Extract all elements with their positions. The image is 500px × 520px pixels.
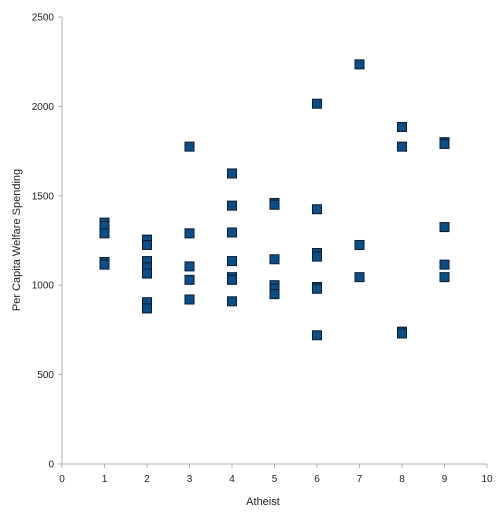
x-tick-label: 3 <box>187 474 193 485</box>
data-point <box>184 141 195 152</box>
y-tick-label: 1000 <box>32 281 55 292</box>
x-tick-label: 0 <box>59 474 65 485</box>
data-point <box>269 199 280 210</box>
data-point <box>99 259 110 270</box>
x-tick-label: 9 <box>442 474 448 485</box>
x-tick-label: 1 <box>102 474 108 485</box>
data-point <box>227 296 237 307</box>
y-tick-label: 2000 <box>32 102 55 113</box>
data-point <box>184 261 195 272</box>
data-point <box>227 200 237 211</box>
y-axis-title: Per Capita Welfare Spending <box>11 169 23 311</box>
x-tick-label: 7 <box>357 474 363 485</box>
data-point <box>397 141 407 152</box>
x-tick-label: 5 <box>272 474 278 485</box>
data-point <box>184 274 195 285</box>
data-point <box>227 227 237 238</box>
data-point <box>354 239 365 250</box>
y-tick-label: 2500 <box>32 13 55 24</box>
data-point <box>312 251 322 262</box>
data-point <box>227 274 237 285</box>
x-tick-label: 6 <box>314 474 320 485</box>
axes <box>61 17 487 465</box>
data-point <box>354 59 365 70</box>
data-point <box>312 283 322 294</box>
data-point <box>99 228 110 239</box>
data-point <box>142 239 152 250</box>
data-point <box>312 204 322 215</box>
data-point <box>269 289 280 300</box>
data-point <box>439 272 450 283</box>
x-tick-label: 4 <box>229 474 235 485</box>
data-point <box>269 254 280 265</box>
data-point <box>142 303 152 314</box>
data-point <box>142 268 152 279</box>
data-point <box>312 330 322 341</box>
x-tick-label: 2 <box>144 474 150 485</box>
data-point <box>397 121 407 132</box>
data-point <box>397 328 407 339</box>
data-point <box>184 228 195 239</box>
data-point <box>227 256 237 267</box>
y-tick-label: 1500 <box>32 191 55 202</box>
ticks: 0 1 2 3 4 5 6 7 8 9 10 0 500 1000 1500 2000 2500 <box>32 13 493 486</box>
data-points <box>99 59 450 341</box>
data-point <box>184 294 195 305</box>
y-tick-label: 0 <box>48 460 54 471</box>
x-axis-title: Atheist <box>246 496 280 508</box>
data-point <box>354 272 365 283</box>
data-point <box>439 222 450 233</box>
data-point <box>439 138 450 149</box>
y-tick-label: 500 <box>37 370 54 381</box>
data-point <box>312 98 322 109</box>
data-point <box>227 168 237 179</box>
data-point <box>439 259 450 270</box>
x-tick-label: 10 <box>481 474 493 485</box>
x-tick-label: 8 <box>399 474 405 485</box>
